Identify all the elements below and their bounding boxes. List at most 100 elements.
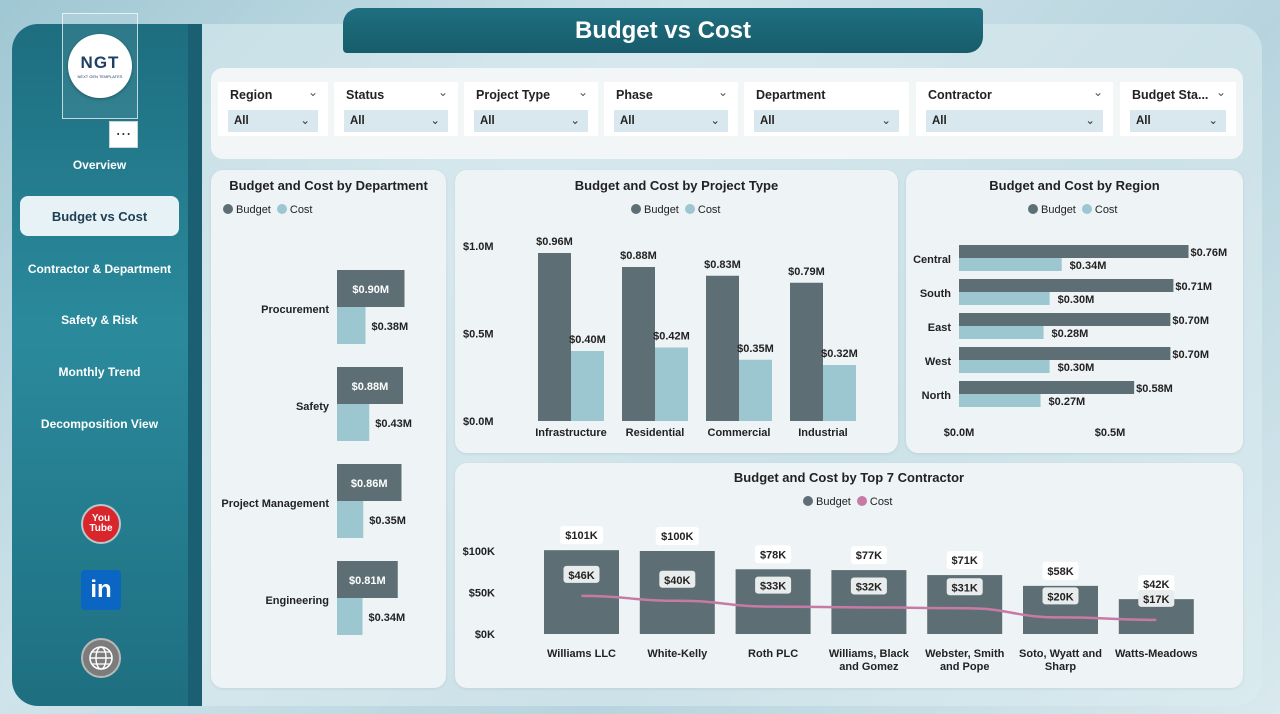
data-label-cost: $20K [1047,591,1073,603]
nav-budget-vs-cost[interactable]: Budget vs Cost [20,196,179,236]
data-label-cost: $0.35M [369,515,406,527]
bar-cost [337,598,363,635]
filter-select[interactable]: All ⌄ [754,110,899,132]
category-label: Commercial [708,427,771,439]
legend-cost: Cost [276,204,313,216]
data-label-budget: $0.81M [349,575,386,587]
category-label: Project Management [221,498,329,510]
category-label: Webster, Smith [925,648,1005,660]
legend-dot [1028,204,1038,214]
category-label: South [920,288,951,300]
legend-department: Budget Cost [223,204,313,216]
legend-label: Budget [236,204,271,216]
bar-cost [571,351,604,421]
bar-budget [706,275,739,421]
chevron-down-icon: ⌄ [710,115,720,127]
chevron-down-icon[interactable]: ⌄ [437,85,448,99]
data-label-budget-bg [560,526,603,545]
nav-safety-risk[interactable]: Safety & Risk [61,313,138,327]
filter-select[interactable]: All ⌄ [926,110,1103,132]
data-label-cost: $0.32M [821,348,858,360]
data-label-budget: $0.86M [351,478,388,490]
filter-select[interactable]: All ⌄ [614,110,728,132]
filter-label: Contractor [928,88,992,102]
legend-dot [1081,204,1092,214]
data-label-cost: $17K [1143,594,1169,606]
linkedin-icon[interactable]: in [81,570,121,610]
data-label-budget: $0.90M [352,284,389,296]
nav-decomposition-view[interactable]: Decomposition View [40,417,159,431]
filter-department[interactable]: Department All ⌄ [744,82,909,136]
data-label-cost-bg [755,576,792,594]
x-tick-label: $0.0M [944,427,975,439]
nav-contractor-department[interactable]: Contractor & Department [27,262,172,276]
bar-cost [823,365,856,421]
legend-dot [803,496,813,506]
data-label-budget-bg [1042,561,1079,580]
bar-budget [538,253,571,421]
youtube-icon[interactable]: You Tube [81,504,121,544]
bar-cost [959,326,1044,339]
data-label-budget: $78K [760,549,786,561]
filter-phase[interactable]: Phase ⌄ All ⌄ [604,82,738,136]
chart-title-region: Budget and Cost by Region [989,178,1160,193]
data-label-budget-bg [850,546,887,565]
filter-value: All [480,115,495,127]
filter-select[interactable]: All ⌄ [228,110,318,132]
data-label-cost-bg [1042,587,1079,605]
chevron-down-icon[interactable]: ⌄ [1215,85,1226,99]
bar-budget [959,313,1171,326]
legend-budget: Budget [803,496,851,508]
filter-select[interactable]: All ⌄ [1130,110,1226,132]
chart-project-type: $1.0M $0.5M $0.0M $0.96M $0.40M Infrastructur… [463,236,858,439]
category-label: Roth PLC [748,648,798,660]
filter-contractor[interactable]: Contractor ⌄ All ⌄ [916,82,1113,136]
filter-status[interactable]: Status ⌄ All ⌄ [334,82,458,136]
more-options-button[interactable]: ⋯ [109,121,138,148]
bar-budget [622,267,655,421]
data-label-budget-bg [755,545,792,564]
chart-region: $0.76M $0.34M Central $0.71M $0.30M South $0.7… [913,245,1227,439]
sidebar-edge [188,24,202,706]
data-label-budget: $0.88M [352,381,389,393]
legend-cost: Cost [684,204,721,216]
filter-label: Department [756,88,826,102]
y-tick-label: $50K [469,588,495,600]
card-project-type: Budget and Cost by Project Type Budget C… [455,170,898,453]
data-label-cost: $0.40M [569,334,606,346]
bar-cost [739,359,772,421]
bar-cost [337,404,370,441]
linkedin-label: in [90,576,112,603]
bar-budget [959,381,1135,394]
legend-dot [631,204,641,214]
data-label-budget: $101K [565,530,597,542]
data-label-budget: $0.70M [1172,349,1209,361]
data-label-cost-bg [659,570,696,588]
data-label-cost: $0.43M [375,418,412,430]
legend-dot [856,496,867,506]
filter-label: Status [346,88,385,102]
filter-project-type[interactable]: Project Type ⌄ All ⌄ [464,82,598,136]
category-label: Soto, Wyatt and [1019,648,1102,660]
nav-overview[interactable]: Overview [72,158,127,172]
filter-budget-status[interactable]: Budget Sta... ⌄ All ⌄ [1120,82,1236,136]
filter-select[interactable]: All ⌄ [344,110,448,132]
data-label-cost: $0.38M [372,321,409,333]
filter-region[interactable]: Region ⌄ All ⌄ [218,82,328,136]
data-label-budget: $0.71M [1175,281,1212,293]
category-label: Infrastructure [535,427,607,439]
bar-budget [959,279,1174,292]
data-label-cost-bg [946,578,983,596]
chevron-down-icon: ⌄ [570,115,580,127]
filter-select[interactable]: All ⌄ [474,110,588,132]
nav-monthly-trend[interactable]: Monthly Trend [58,365,141,379]
data-label-budget: $0.96M [536,236,573,248]
globe-icon[interactable] [81,638,121,678]
chevron-down-icon[interactable]: ⌄ [307,85,318,99]
chevron-down-icon[interactable]: ⌄ [1092,85,1103,99]
data-label-cost: $0.28M [1052,328,1089,340]
chevron-down-icon[interactable]: ⌄ [717,85,728,99]
chevron-down-icon[interactable]: ⌄ [577,85,588,99]
chevron-down-icon: ⌄ [430,115,440,127]
data-label-budget: $42K [1143,579,1169,591]
